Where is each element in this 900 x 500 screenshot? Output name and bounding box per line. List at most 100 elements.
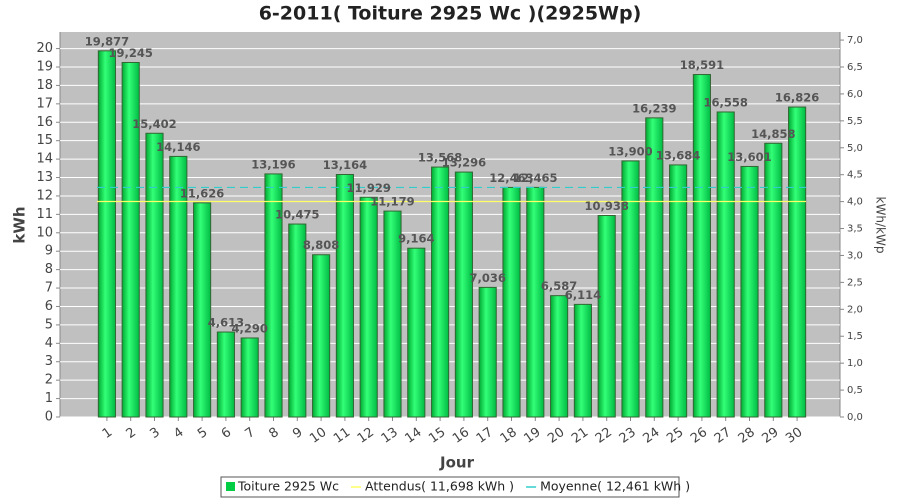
value-label: 16,558 [704, 95, 748, 109]
y-tick-label: 9 [45, 244, 53, 259]
value-label: 6,114 [565, 288, 601, 302]
value-label: 10,938 [585, 199, 629, 213]
bar [740, 165, 759, 418]
bar [788, 106, 807, 418]
y-tick-label: 17 [36, 96, 53, 111]
y2-tick-label: 2,5 [847, 277, 863, 288]
x-tick-label: 8 [266, 425, 281, 442]
value-label: 14,858 [751, 127, 795, 141]
value-label: 10,475 [275, 208, 319, 222]
y-tick-label: 13 [36, 170, 53, 185]
x-tick-label: 20 [545, 425, 567, 447]
bar [312, 254, 331, 418]
x-tick-label: 24 [640, 425, 662, 447]
value-label: 16,826 [775, 91, 819, 105]
value-label: 16,239 [632, 101, 676, 115]
y-tick-label: 12 [36, 188, 53, 203]
x-tick-label: 19 [521, 425, 543, 447]
bar [645, 117, 664, 418]
x-tick-label: 13 [379, 425, 401, 447]
value-label: 12,463 [489, 171, 533, 185]
value-label: 15,402 [132, 117, 176, 131]
x-tick-label: 6 [219, 425, 234, 442]
y2-tick-label: 4,5 [847, 170, 863, 181]
x-tick-label: 16 [450, 425, 472, 447]
y-tick-label: 5 [45, 317, 53, 332]
bar [669, 164, 688, 418]
value-label: 19,877 [85, 34, 129, 48]
x-tick-label: 12 [355, 425, 377, 447]
x-tick-label: 3 [147, 425, 162, 442]
y2-tick-label: 5,0 [847, 143, 863, 154]
bar [573, 303, 592, 418]
bar [597, 215, 616, 418]
x-tick-label: 25 [664, 425, 686, 447]
y2-tick-label: 5,5 [847, 116, 863, 127]
y-axis-label: kWh [11, 206, 29, 243]
y2-tick-label: 2,0 [847, 304, 863, 315]
value-label: 9,164 [398, 232, 434, 246]
y-tick-label: 15 [36, 133, 53, 148]
bar [359, 196, 378, 418]
bar [550, 295, 569, 418]
y-tick-label: 7 [45, 281, 53, 296]
x-tick-label: 22 [593, 425, 615, 447]
y-tick-label: 1 [45, 391, 53, 406]
value-label: 8,808 [303, 238, 339, 252]
y2-tick-label: 1,5 [847, 331, 863, 342]
y2-tick-label: 6,0 [847, 89, 863, 100]
x-tick-label: 17 [474, 425, 496, 447]
x-tick-label: 15 [426, 425, 448, 447]
x-tick-label: 11 [331, 425, 353, 447]
y2-tick-label: 3,0 [847, 250, 863, 261]
bar [502, 186, 521, 418]
bar [264, 173, 283, 418]
value-label: 14,146 [156, 140, 200, 154]
value-label: 4,613 [208, 316, 244, 330]
value-label: 13,196 [251, 157, 295, 171]
x-axis-label: Jour [439, 454, 475, 472]
bar [526, 186, 545, 418]
bar [621, 160, 640, 418]
bar [288, 223, 307, 418]
bar [478, 286, 497, 418]
y-tick-label: 18 [36, 78, 53, 93]
legend-label: Toiture 2925 Wc [237, 479, 339, 494]
value-label: 7,036 [470, 271, 506, 285]
x-tick-label: 23 [617, 425, 639, 447]
value-label: 11,929 [347, 181, 391, 195]
chart-title: 6-2011( Toiture 2925 Wc )(2925Wp) [259, 3, 642, 25]
bar [169, 155, 188, 418]
bar [335, 174, 354, 418]
y-tick-label: 14 [36, 152, 53, 167]
bar [193, 202, 212, 418]
x-tick-label: 14 [402, 425, 424, 447]
bar [454, 171, 473, 418]
bar [121, 61, 140, 418]
y2-tick-label: 0,0 [847, 412, 863, 423]
x-tick-label: 1 [100, 425, 115, 442]
bar [431, 166, 450, 418]
y2-tick-label: 7,0 [847, 35, 863, 46]
bar [407, 247, 426, 418]
x-tick-label: 18 [498, 425, 520, 447]
value-label: 13,296 [442, 156, 486, 170]
value-label: 13,568 [418, 151, 462, 165]
bar [216, 331, 235, 418]
legend-label: Attendus( 11,698 kWh ) [365, 479, 514, 494]
y2-tick-label: 0,5 [847, 385, 863, 396]
y-tick-label: 8 [45, 262, 53, 277]
bar [764, 142, 783, 418]
y-tick-label: 0 [45, 410, 53, 425]
y-tick-label: 2 [45, 373, 53, 388]
x-tick-label: 4 [171, 425, 186, 442]
x-tick-label: 2 [124, 425, 139, 442]
value-label: 13,684 [656, 148, 700, 162]
legend [220, 476, 680, 498]
value-label: 12,465 [513, 171, 557, 185]
x-tick-label: 28 [736, 425, 758, 447]
x-tick-label: 26 [688, 425, 710, 447]
y2-tick-label: 1,0 [847, 358, 863, 369]
y2-tick-label: 4,0 [847, 197, 863, 208]
